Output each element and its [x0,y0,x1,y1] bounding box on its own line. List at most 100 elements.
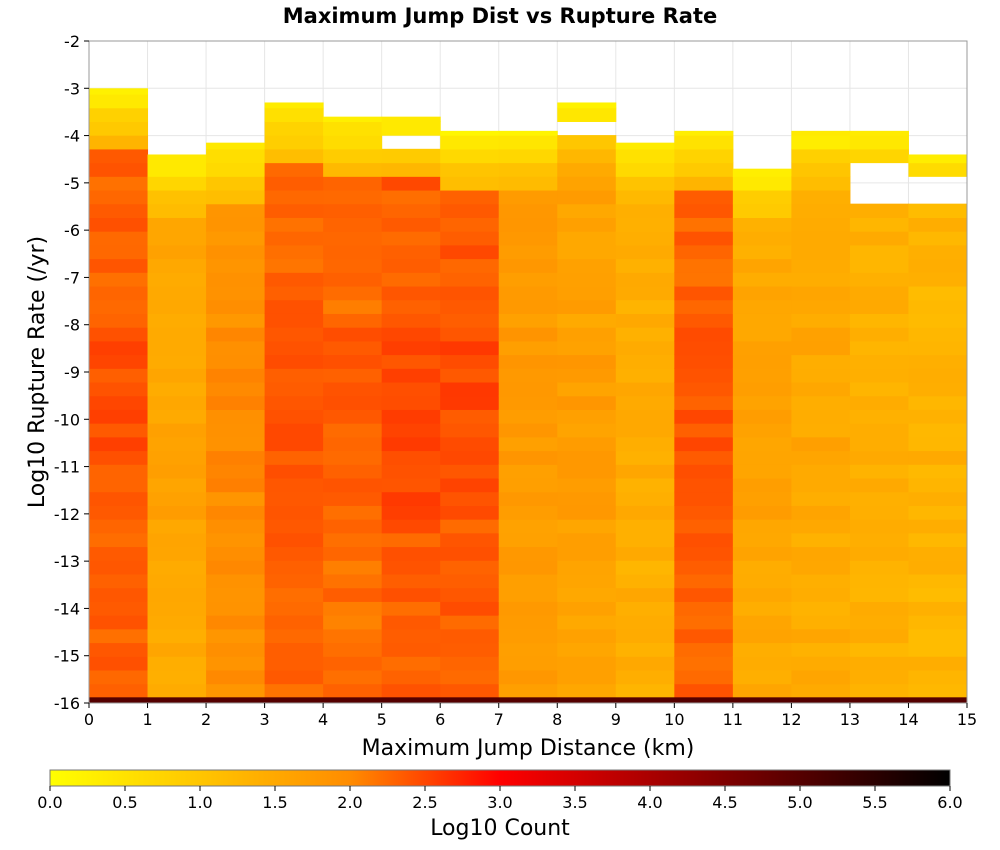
heatmap-cell [849,669,909,685]
heatmap-cell [615,423,675,438]
heatmap-cell [674,601,734,616]
heatmap-cell [264,491,324,506]
heatmap-cell [147,505,207,520]
heatmap-cell [89,395,149,410]
heatmap-cell [440,285,500,301]
heatmap-cell [791,381,851,397]
heatmap-cell [674,340,734,356]
heatmap-cell [732,491,792,506]
heatmap-cell [264,519,324,534]
heatmap-cell [440,217,500,232]
x-tick-label: 12 [781,710,801,729]
heatmap-cell [147,642,207,657]
heatmap-cell [498,505,558,520]
heatmap-cell [323,285,383,301]
colorbar-tick-label: 0.0 [37,793,62,812]
heatmap-cell [206,436,266,452]
heatmap-cell [908,395,968,410]
heatmap-cell [557,505,617,520]
heatmap-cell [674,683,734,698]
heatmap-cell [791,244,851,260]
heatmap-cell [498,258,558,273]
heatmap-cell [674,176,734,191]
heatmap-cell [849,683,909,698]
heatmap-cell [440,615,500,630]
heatmap-cell [381,217,441,232]
heatmap-cell [849,135,909,150]
heatmap-cell [557,272,617,287]
heatmap-cell [147,669,207,685]
heatmap-cell [498,368,558,383]
heatmap-cell [557,477,617,493]
heatmap-cell [557,669,617,685]
heatmap-cell [557,217,617,232]
heatmap-cell [89,560,149,575]
heatmap-cell [498,615,558,630]
heatmap-cell [323,573,383,589]
heatmap-cell [615,491,675,506]
heatmap-cell [557,656,617,671]
x-tick-label: 5 [377,710,387,729]
heatmap-cell [908,615,968,630]
heatmap-cell [615,203,675,218]
heatmap-cell [498,642,558,657]
heatmap-cell [849,203,909,218]
heatmap-cell [440,340,500,356]
heatmap-cell [323,505,383,520]
heatmap-cell [147,573,207,589]
heatmap-cell [264,121,324,136]
heatmap-cell [908,354,968,369]
colorbar-tick-label: 2.5 [412,793,437,812]
heatmap-cell [849,436,909,452]
heatmap-cell [323,381,383,397]
heatmap-cell [147,313,207,328]
heatmap-cell [674,546,734,561]
heatmap-cell [498,409,558,424]
heatmap-cell [89,587,149,602]
heatmap-cell [732,615,792,630]
heatmap-cell [732,176,792,191]
heatmap-cell [498,340,558,356]
heatmap-cell [89,656,149,671]
heatmap-cell [206,327,266,342]
heatmap-cell [791,130,851,136]
heatmap-cell [615,669,675,685]
heatmap-cell [791,642,851,657]
heatmap-cell [323,189,383,205]
heatmap-cell [89,532,149,548]
heatmap-cell [206,669,266,685]
heatmap-cell [849,546,909,561]
heatmap-cell [674,231,734,246]
heatmap-cell [615,340,675,356]
heatmap-cell [323,669,383,685]
heatmap-cell [381,587,441,602]
heatmap-cell [557,532,617,548]
heatmap-cell [323,121,383,136]
heatmap-cell [615,683,675,698]
heatmap-cell [732,669,792,685]
heatmap-cell [908,505,968,520]
heatmap-cell [849,327,909,342]
heatmap-cell [791,519,851,534]
heatmap-cell [206,340,266,356]
heatmap-cell [323,464,383,479]
y-tick-label: -10 [54,410,80,429]
heatmap-cell [557,615,617,630]
heatmap-cell [89,436,149,452]
heatmap-cell [498,148,558,164]
heatmap-cell [147,285,207,301]
heatmap-cell [264,546,324,561]
heatmap-cell [791,409,851,424]
heatmap-cell [264,423,324,438]
heatmap-cell [147,327,207,342]
heatmap-cell [381,464,441,479]
heatmap-cell [206,546,266,561]
heatmap-cell [908,532,968,548]
heatmap-cell [498,656,558,671]
heatmap-cell [323,258,383,273]
heatmap-cell [674,587,734,602]
heatmap-cell [674,615,734,630]
heatmap-cell [908,217,968,232]
heatmap-cell [89,464,149,479]
